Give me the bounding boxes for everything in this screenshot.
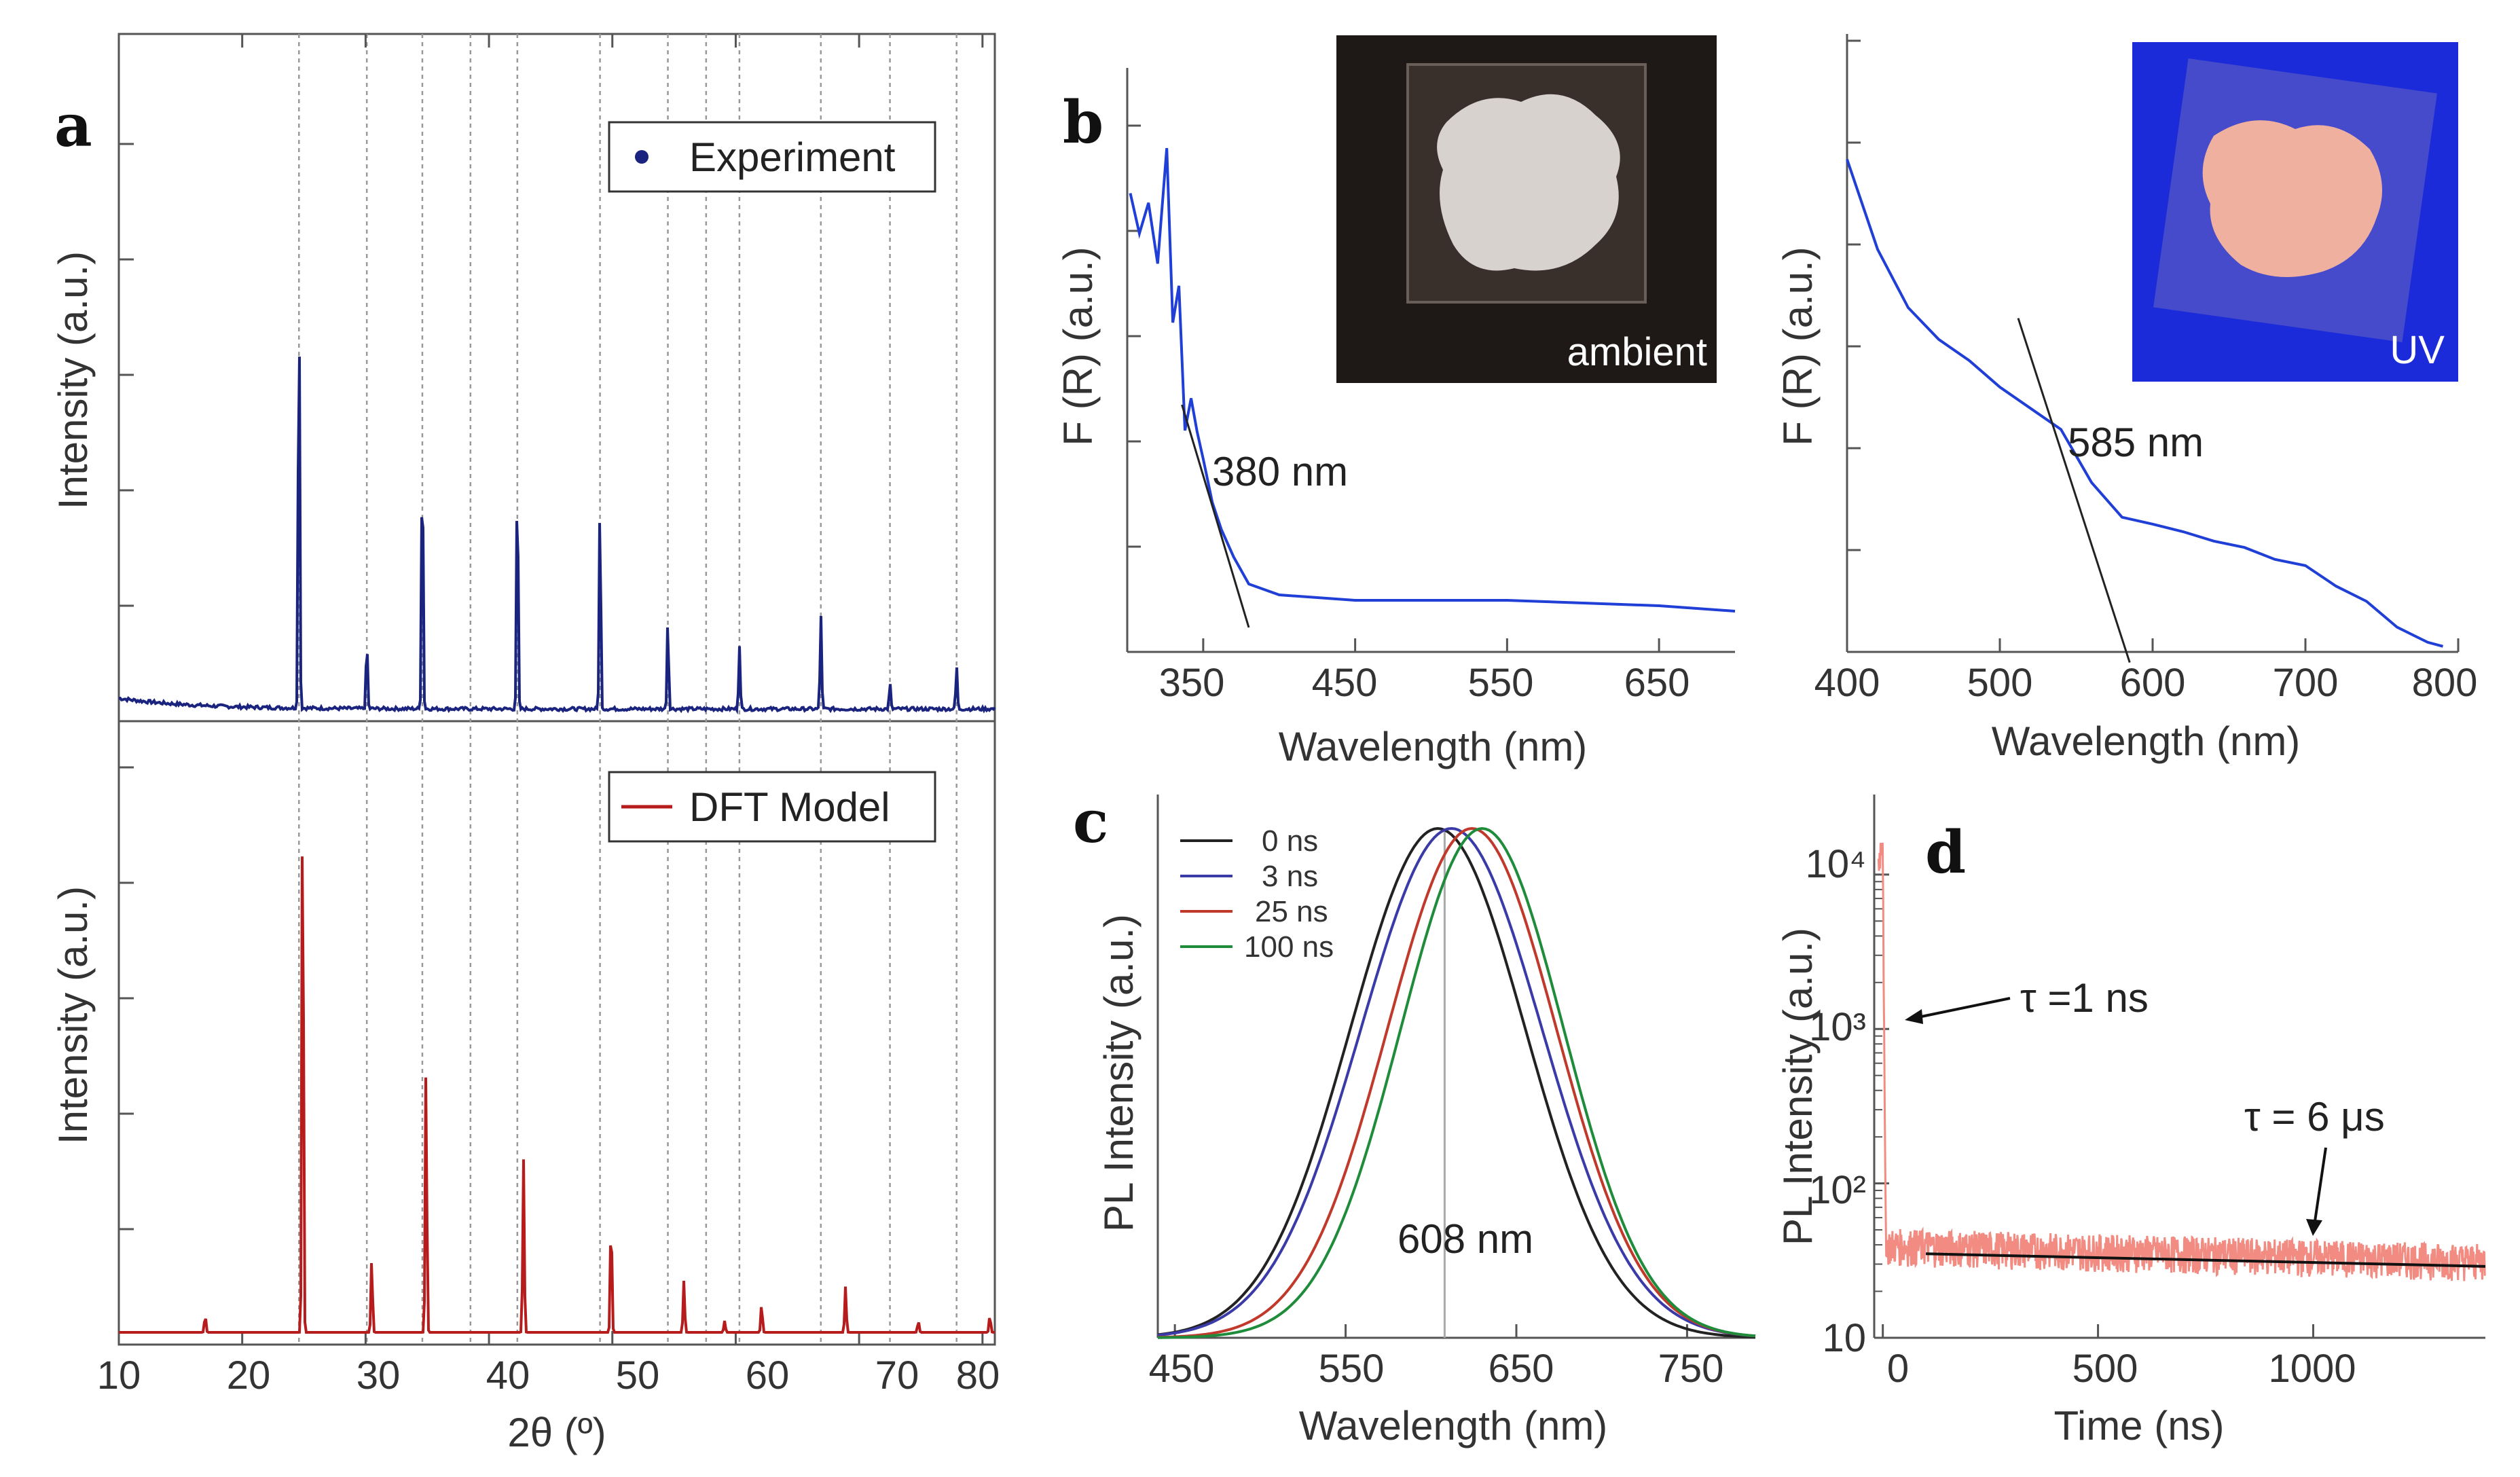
sample-film-clear-area <box>1437 94 1620 271</box>
panel-b-right: UV 585 nm F (R) (a.u.) 400 500 600 700 8… <box>1775 34 2477 764</box>
panel-b-left-xtick: 550 <box>1468 661 1534 705</box>
annotation-tau-1ns: τ =1 ns <box>2020 975 2149 1021</box>
inset-label-ambient: ambient <box>1567 330 1707 374</box>
annotation-608nm: 608 nm <box>1398 1216 1533 1262</box>
panel-a-xtick: 50 <box>616 1353 660 1398</box>
panel-d-xtick: 1000 <box>2268 1347 2356 1391</box>
legend-0ns-label: 0 ns <box>1262 824 1318 858</box>
pl-spectrum-25ns <box>1157 826 1756 1339</box>
arrow-tau2 <box>2313 1147 2327 1226</box>
panel-a-reference-lines <box>298 34 957 1345</box>
panel-d-xtick: 0 <box>1887 1347 1909 1391</box>
panel-b-left-xtick: 450 <box>1312 661 1378 705</box>
panel-label-c: c <box>1073 788 1108 856</box>
legend-25ns-label: 25 ns <box>1255 895 1328 928</box>
panel-a-xtick: 40 <box>486 1353 530 1398</box>
annotation-585nm: 585 nm <box>2068 420 2204 465</box>
panel-d: τ =1 ns τ = 6 μs PL Intensity (a.u.) 10 … <box>1775 795 2486 1448</box>
panel-c-xlabel: Wavelength (nm) <box>1299 1403 1608 1448</box>
panel-c: 0 ns 3 ns 25 ns 100 ns 608 nm PL Intensi… <box>1096 795 1756 1448</box>
panel-c-xtick: 650 <box>1489 1347 1554 1391</box>
tangent-line-585 <box>2017 318 2131 663</box>
annotation-tau-6us: τ = 6 μs <box>2244 1094 2385 1139</box>
panel-d-ytick: 10 <box>1822 1316 1866 1360</box>
arrow-tau1-head <box>1905 1009 1923 1024</box>
pl-spectrum-3ns <box>1157 826 1756 1338</box>
panel-a-xtick: 70 <box>875 1353 919 1398</box>
panel-a-bottom-frame <box>117 720 996 1346</box>
legend-experiment-box <box>608 121 936 193</box>
panel-d-ytick: 10³ <box>1809 1005 1866 1049</box>
panel-c-xtick: 450 <box>1149 1347 1215 1391</box>
legend-3ns-label: 3 ns <box>1262 860 1318 893</box>
decay-fit-line <box>1926 1252 2486 1268</box>
dft-model-curve <box>119 856 995 1334</box>
panel-b-left-ylabel: F (R) (a.u.) <box>1055 247 1101 445</box>
panel-a-xtick: 20 <box>227 1353 271 1398</box>
panel-label-a: a <box>54 92 92 160</box>
panel-a-xtick: 30 <box>357 1353 401 1398</box>
panel-d-ytick: 10⁴ <box>1806 842 1866 886</box>
panel-a: Experiment DFT Model Intensity (a.u.) In… <box>50 33 1000 1455</box>
panel-b-right-xtick: 500 <box>1967 661 2033 705</box>
panel-b-right-xtick: 600 <box>2120 661 2186 705</box>
sample-film-emission <box>2202 120 2382 277</box>
panel-b-left-xtick: 650 <box>1624 661 1690 705</box>
panel-b-right-xlabel: Wavelength (nm) <box>1992 718 2301 764</box>
absorption-curve-uv <box>1846 158 2444 648</box>
panel-c-xtick: 550 <box>1319 1347 1385 1391</box>
panel-a-xlabel: 2θ (º) <box>507 1410 606 1455</box>
legend-100ns-label: 100 ns <box>1244 930 1334 964</box>
panel-d-xtick: 500 <box>2072 1347 2138 1391</box>
tangent-line-380 <box>1181 404 1250 628</box>
arrow-tau1 <box>1911 997 2011 1020</box>
legend-dft-box <box>608 771 936 843</box>
panel-label-d: d <box>1925 818 1966 887</box>
panel-d-ytick: 10² <box>1809 1168 1866 1212</box>
experiment-curve <box>118 357 996 715</box>
panel-b-right-ylabel: F (R) (a.u.) <box>1775 247 1821 445</box>
absorption-curve-ambient <box>1129 147 1736 613</box>
inset-label-uv: UV <box>2390 328 2445 372</box>
legend-dft-label: DFT Model <box>689 784 890 830</box>
panel-d-ticks <box>1874 873 2314 1339</box>
panel-a-ylabel-bottom: Intensity (a.u.) <box>50 886 96 1144</box>
panel-a-xtick: 10 <box>97 1353 141 1398</box>
panel-c-ylabel: PL Intensity (a.u.) <box>1096 914 1142 1232</box>
panel-b-left: ambient 380 nm F (R) (a.u.) 350 450 550 … <box>1055 35 1736 769</box>
panel-a-xtick: 80 <box>956 1353 1000 1398</box>
panel-a-ylabel-top: Intensity (a.u.) <box>50 251 96 509</box>
panel-b-left-xlabel: Wavelength (nm) <box>1279 724 1588 769</box>
panel-c-curves <box>1157 826 1756 1339</box>
legend-experiment-label: Experiment <box>689 134 896 180</box>
annotation-380nm: 380 nm <box>1212 449 1348 494</box>
panel-a-ticks <box>117 34 984 1345</box>
panel-b-right-xtick: 700 <box>2273 661 2339 705</box>
arrow-tau2-head <box>2306 1219 2322 1236</box>
pl-decay-curve <box>1877 842 2486 1281</box>
legend-experiment-marker <box>635 150 649 164</box>
panel-label-b: b <box>1063 88 1103 157</box>
pl-spectrum-100ns <box>1158 826 1756 1339</box>
panel-c-ticks <box>1173 1324 1688 1338</box>
panel-d-xlabel: Time (ns) <box>2053 1403 2224 1448</box>
panel-b-right-ticks <box>1846 39 2460 652</box>
panel-b-left-xtick: 350 <box>1159 661 1225 705</box>
pl-spectrum-0ns <box>1157 826 1756 1338</box>
panel-b-right-xtick: 800 <box>2412 661 2478 705</box>
panel-c-xtick: 750 <box>1658 1347 1724 1391</box>
panel-b-right-xtick: 400 <box>1814 661 1880 705</box>
panel-a-xtick: 60 <box>746 1353 790 1398</box>
panel-d-ylabel: PL Intensity (a.u.) <box>1775 928 1821 1245</box>
